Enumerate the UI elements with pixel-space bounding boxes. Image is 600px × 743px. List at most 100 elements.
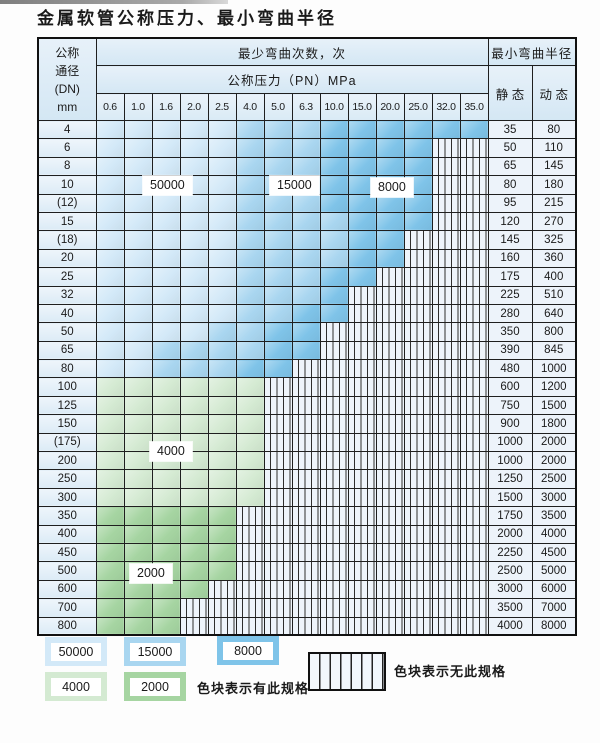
spec-cell-8000 [403,211,433,232]
spec-cell-15000 [235,303,265,324]
no-spec-cell [375,414,405,434]
static-value-cell: 80 [487,175,533,195]
dn-cell: 250 [37,469,97,489]
spec-cell-50000 [207,193,237,213]
no-spec-cell [459,303,489,324]
spec-cell-50000 [123,340,153,361]
spec-cell-4000 [235,451,265,471]
no-spec-cell [375,285,405,305]
spec-cell-8000 [319,285,349,305]
no-spec-cell [459,377,489,397]
legend-swatch-8000: 8000 [217,636,279,665]
no-spec-cell [347,395,377,416]
table-row: (12) 95 215 [37,193,577,213]
no-spec-cell [291,542,321,563]
spec-cell-15000 [235,285,265,305]
spec-cell-15000 [263,230,293,250]
pressure-col-header: 5.0 [263,93,293,121]
no-spec-cell [263,579,293,600]
no-spec-cell [235,542,265,563]
spec-cell-50000 [179,119,209,140]
spec-cell-15000 [291,138,321,158]
table-row: 500 2500 5000 [37,561,577,581]
spec-cell-4000 [207,451,237,471]
no-spec-cell [459,598,489,618]
dn-cell: 40 [37,303,97,324]
no-spec-cell [375,267,405,287]
no-spec-cell [347,432,377,453]
static-value-cell: 4000 [487,616,533,636]
legend-label-15000: 15000 [130,642,180,661]
no-spec-cell [319,561,349,581]
spec-cell-2000 [123,506,153,526]
no-spec-cell [375,487,405,508]
spec-cell-15000 [319,211,349,232]
spec-cell-50000 [95,322,125,342]
no-spec-cell [431,267,461,287]
table-row: 6 50 110 [37,138,577,158]
spec-cell-15000 [235,267,265,287]
no-spec-cell [375,469,405,489]
spec-cell-50000 [151,138,181,158]
dn-cell: 10 [37,175,97,195]
no-spec-cell [179,616,209,636]
no-spec-cell [431,193,461,213]
no-spec-cell [263,616,293,636]
static-value-cell: 1000 [487,432,533,453]
spec-cell-50000 [123,322,153,342]
no-spec-cell [403,579,433,600]
no-spec-cell [235,506,265,526]
spec-cell-8000 [375,230,405,250]
no-spec-cell [347,359,377,379]
no-spec-cell [263,598,293,618]
spec-cell-4000 [123,469,153,489]
no-spec-cell [347,451,377,471]
no-spec-cell [319,542,349,563]
dynamic-value-cell: 8000 [531,616,577,636]
spec-cell-50000 [123,193,153,213]
no-spec-cell [431,303,461,324]
no-spec-cell [403,487,433,508]
spec-cell-2000 [151,542,181,563]
no-spec-cell [291,598,321,618]
spec-cell-8000 [319,119,349,140]
dynamic-value-cell: 510 [531,285,577,305]
spec-cell-50000 [95,303,125,324]
spec-cell-4000 [123,395,153,416]
legend-has-spec-note: 色块表示有此规格 [197,681,310,696]
spec-cell-2000 [207,542,237,563]
spec-cell-50000 [123,248,153,269]
no-spec-cell [347,487,377,508]
zone-label-8000: 8000 [371,178,413,197]
no-spec-cell [263,432,293,453]
dn-cell: 100 [37,377,97,397]
spec-cell-15000 [263,303,293,324]
table-row: 600 3000 6000 [37,579,577,600]
spec-cell-2000 [123,598,153,618]
spec-cell-50000 [151,193,181,213]
no-spec-cell [459,267,489,287]
spec-cell-50000 [151,322,181,342]
spec-cell-8000 [347,211,377,232]
page-title: 金属软管公称压力、最小弯曲半径 [37,9,337,29]
spec-cell-4000 [207,432,237,453]
no-spec-cell [263,469,293,489]
spec-cell-15000 [291,211,321,232]
no-spec-cell [403,285,433,305]
static-value-cell: 750 [487,395,533,416]
spec-cell-2000 [123,524,153,544]
no-spec-cell [403,230,433,250]
no-spec-cell [459,487,489,508]
spec-cell-2000 [179,506,209,526]
spec-cell-50000 [123,303,153,324]
legend-swatch-2000: 2000 [124,672,186,701]
no-spec-cell [291,395,321,416]
spec-cell-4000 [123,451,153,471]
no-spec-cell [347,579,377,600]
no-spec-cell [319,469,349,489]
zone-label-50000: 50000 [143,176,192,195]
no-spec-cell [235,561,265,581]
dynamic-value-cell: 325 [531,230,577,250]
spec-cell-2000 [95,561,125,581]
no-spec-cell [263,524,293,544]
